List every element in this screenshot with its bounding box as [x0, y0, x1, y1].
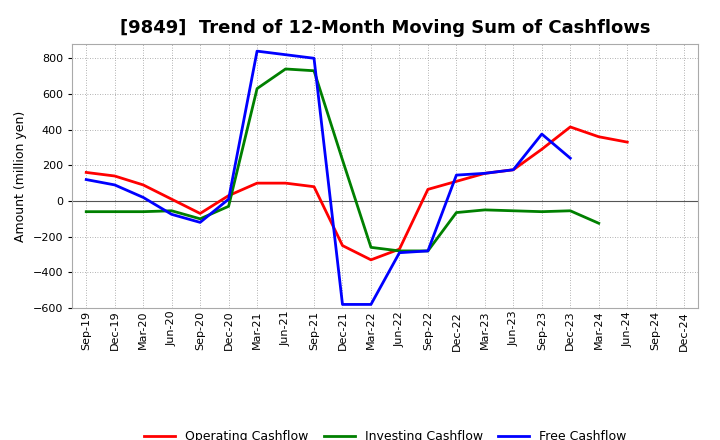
Operating Cashflow — [537, 147, 546, 152]
Free Cashflow — [282, 52, 290, 57]
Free Cashflow — [196, 220, 204, 225]
Investing Cashflow — [338, 158, 347, 163]
Free Cashflow — [82, 177, 91, 182]
Operating Cashflow — [480, 171, 489, 176]
Investing Cashflow — [366, 245, 375, 250]
Investing Cashflow — [566, 208, 575, 213]
Operating Cashflow — [253, 180, 261, 186]
Investing Cashflow — [225, 204, 233, 209]
Investing Cashflow — [395, 248, 404, 253]
Operating Cashflow — [509, 167, 518, 172]
Operating Cashflow — [110, 173, 119, 179]
Investing Cashflow — [423, 248, 432, 253]
Line: Operating Cashflow: Operating Cashflow — [86, 127, 627, 260]
Investing Cashflow — [82, 209, 91, 214]
Operating Cashflow — [139, 182, 148, 187]
Operating Cashflow — [423, 187, 432, 192]
Investing Cashflow — [480, 207, 489, 213]
Investing Cashflow — [196, 216, 204, 221]
Line: Free Cashflow: Free Cashflow — [86, 51, 570, 304]
Line: Investing Cashflow: Investing Cashflow — [86, 69, 599, 251]
Investing Cashflow — [537, 209, 546, 214]
Free Cashflow — [225, 197, 233, 202]
Free Cashflow — [139, 195, 148, 200]
Investing Cashflow — [167, 208, 176, 213]
Investing Cashflow — [310, 68, 318, 73]
Operating Cashflow — [310, 184, 318, 189]
Operating Cashflow — [338, 243, 347, 248]
Investing Cashflow — [253, 86, 261, 91]
Y-axis label: Amount (million yen): Amount (million yen) — [14, 110, 27, 242]
Investing Cashflow — [139, 209, 148, 214]
Free Cashflow — [110, 182, 119, 187]
Operating Cashflow — [167, 197, 176, 202]
Free Cashflow — [423, 248, 432, 253]
Operating Cashflow — [82, 170, 91, 175]
Free Cashflow — [366, 302, 375, 307]
Investing Cashflow — [509, 208, 518, 213]
Investing Cashflow — [452, 210, 461, 215]
Operating Cashflow — [395, 246, 404, 252]
Operating Cashflow — [282, 180, 290, 186]
Operating Cashflow — [623, 139, 631, 145]
Operating Cashflow — [452, 179, 461, 184]
Operating Cashflow — [595, 134, 603, 139]
Operating Cashflow — [566, 125, 575, 130]
Free Cashflow — [253, 48, 261, 54]
Free Cashflow — [566, 155, 575, 161]
Free Cashflow — [338, 302, 347, 307]
Investing Cashflow — [282, 66, 290, 72]
Legend: Operating Cashflow, Investing Cashflow, Free Cashflow: Operating Cashflow, Investing Cashflow, … — [139, 425, 631, 440]
Free Cashflow — [167, 212, 176, 217]
Free Cashflow — [480, 171, 489, 176]
Title: [9849]  Trend of 12-Month Moving Sum of Cashflows: [9849] Trend of 12-Month Moving Sum of C… — [120, 19, 650, 37]
Operating Cashflow — [366, 257, 375, 263]
Free Cashflow — [509, 167, 518, 172]
Free Cashflow — [395, 250, 404, 255]
Free Cashflow — [537, 132, 546, 137]
Investing Cashflow — [110, 209, 119, 214]
Investing Cashflow — [595, 220, 603, 226]
Free Cashflow — [452, 172, 461, 178]
Operating Cashflow — [225, 193, 233, 198]
Free Cashflow — [310, 55, 318, 61]
Operating Cashflow — [196, 211, 204, 216]
